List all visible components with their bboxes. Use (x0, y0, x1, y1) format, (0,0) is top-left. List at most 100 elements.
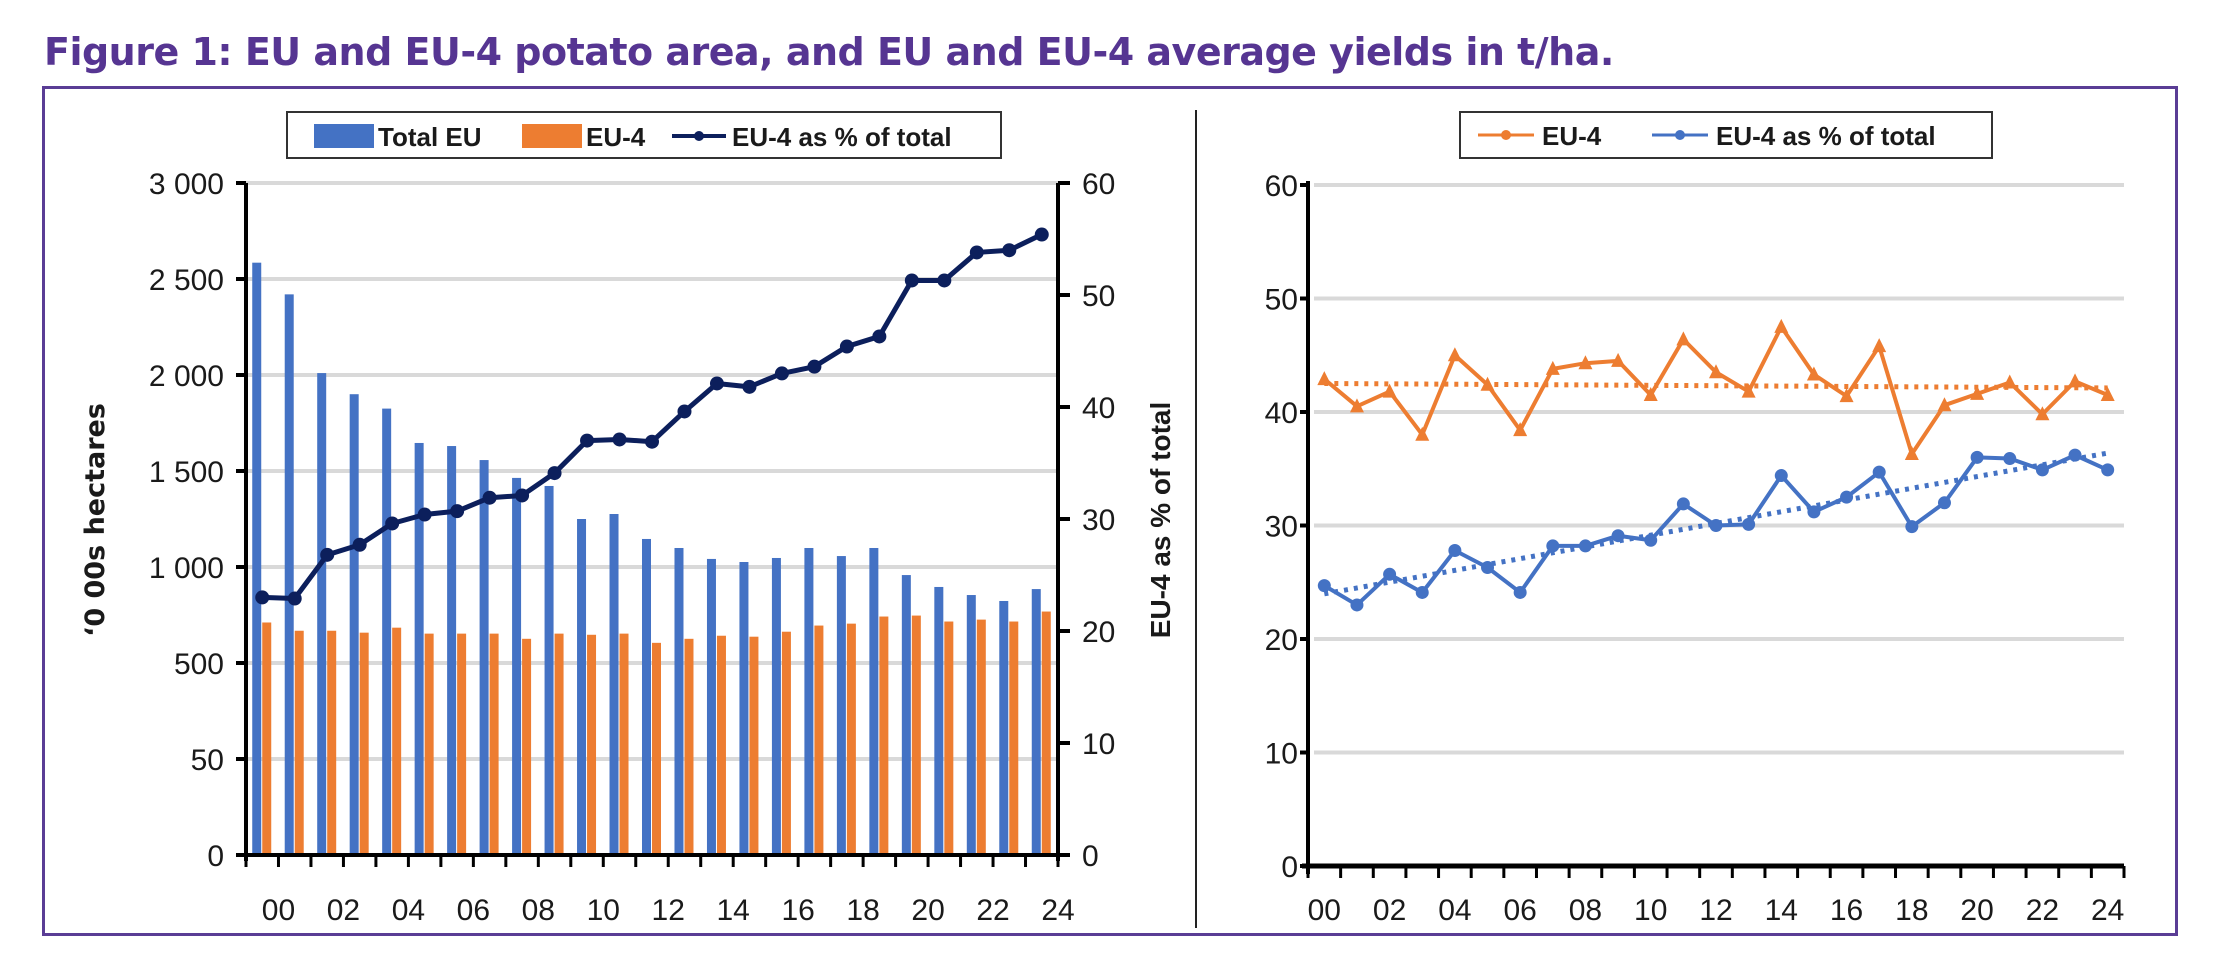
pct-point (709, 376, 724, 391)
left-y-tick-label: 1 500 (149, 456, 224, 489)
left-y2-tick-label: 40 (1082, 392, 1115, 425)
bar-eu4 (879, 616, 889, 855)
right-x-tick-label: 16 (1830, 894, 1863, 927)
left-y-tick-label: 500 (174, 648, 224, 681)
right-x-tick-labels: 00 02 04 06 08 10 12 14 16 18 20 22 24 (1308, 894, 2125, 927)
left-y2-tick-label: 0 (1082, 840, 1099, 873)
figure-title: Figure 1: EU and EU-4 potato area, and E… (44, 30, 1614, 74)
bar-total-eu (317, 373, 327, 855)
left-y-tick-label: 3 000 (149, 168, 224, 201)
eu4-yield-point (1676, 331, 1691, 346)
pct-yield-point (1513, 585, 1527, 599)
pct-point (287, 591, 302, 606)
eu4-yield-point (2035, 406, 2050, 421)
right-y-tick-labels: 0 10 20 30 40 50 60 (1265, 170, 1308, 884)
eu4-yield-point (1382, 383, 1397, 398)
pct-yield-point (1578, 539, 1592, 553)
right-series-lines (1317, 318, 2115, 612)
bar-eu4 (619, 633, 629, 855)
left-y-tick-label: 50 (191, 744, 224, 777)
right-x-tick-label: 22 (2026, 894, 2059, 927)
bar-eu4 (457, 633, 467, 855)
right-y-tick-label: 20 (1265, 624, 1298, 657)
pct-point (774, 366, 789, 381)
left-bars (252, 262, 1051, 855)
right-x-tick-label: 12 (1699, 894, 1732, 927)
bar-total-eu (642, 538, 651, 855)
pct-point (255, 590, 270, 605)
pct-yield-point (1611, 529, 1625, 543)
eu4-yield-point (1839, 388, 1854, 403)
right-trendlines (1323, 380, 2109, 597)
left-legend-box (286, 111, 1002, 159)
left-x-tick-label: 00 (262, 894, 295, 927)
left-y-axis-title: ‘0 00s hectares (80, 403, 111, 637)
bar-eu4 (522, 638, 532, 855)
bar-total-eu (577, 519, 587, 855)
legend-label-total-eu: Total EU (378, 122, 482, 152)
bar-total-eu (349, 394, 359, 855)
left-x-tick-label: 20 (911, 894, 944, 927)
bar-total-eu (706, 558, 716, 855)
right-y-tick-label: 30 (1265, 511, 1298, 544)
right-x-tick-label: 14 (1765, 894, 1798, 927)
left-y-tick-labels: 0 50 500 1 000 1 500 2 000 2 500 3 000 (149, 168, 224, 873)
bar-total-eu (739, 562, 749, 855)
bar-eu4 (1009, 621, 1019, 855)
pct-point (1034, 227, 1049, 242)
pct-point (352, 537, 367, 552)
eu4-yield-point (2100, 386, 2115, 401)
legend-label-pct-yield: EU-4 as % of total (1716, 121, 1936, 151)
right-y-tick-label: 60 (1265, 170, 1298, 203)
left-y2-tick-label: 50 (1082, 280, 1115, 313)
bar-total-eu (512, 477, 522, 855)
pct-point (807, 359, 822, 374)
right-y-tick-label: 10 (1265, 738, 1298, 771)
left-x-tick-label: 08 (522, 894, 555, 927)
pct-yield-point (1840, 490, 1854, 504)
eu4-yield-point (1349, 398, 1364, 413)
bar-eu4 (749, 636, 759, 855)
pct-point (320, 547, 335, 562)
eu4-yield-point (1578, 355, 1593, 370)
right-y-tick-label: 0 (1281, 851, 1298, 884)
bar-total-eu (382, 408, 392, 855)
bar-eu4 (684, 638, 694, 855)
eu4-yield-point (1806, 366, 1821, 381)
bar-total-eu (479, 460, 489, 855)
pct-yield-point (2035, 463, 2049, 477)
right-x-tick-label: 20 (1960, 894, 1993, 927)
eu4-yield-point (1611, 352, 1626, 367)
eu4-yield-point (2068, 373, 2083, 388)
eu4-yield-point (1937, 397, 1952, 412)
bar-eu4 (359, 632, 369, 855)
pct-yield-point (1676, 497, 1690, 511)
pct-point (547, 466, 562, 481)
legend-label-pct: EU-4 as % of total (732, 122, 952, 152)
right-x-tick-label: 08 (1569, 894, 1602, 927)
left-x-tick-label: 16 (781, 894, 814, 927)
pct-yield-point (1317, 579, 1331, 593)
pct-yield-point (1644, 533, 1658, 547)
left-pct-line (255, 227, 1049, 606)
right-x-tick-label: 18 (1895, 894, 1928, 927)
bar-total-eu (901, 575, 911, 855)
bar-eu4 (652, 642, 661, 855)
bar-eu4 (587, 634, 597, 855)
eu4-yield-point (1774, 318, 1789, 333)
left-y2-tick-labels: 0 10 20 30 40 50 60 (1058, 168, 1115, 873)
pct-yield-point (1742, 517, 1756, 531)
pct-yield-point (1415, 585, 1429, 599)
left-y2-axis-title: EU-4 as % of total (1145, 402, 1176, 638)
eu4-yield-point (1741, 383, 1756, 398)
bar-total-eu (934, 586, 944, 855)
bar-eu4 (262, 622, 272, 855)
bar-eu4 (814, 625, 824, 855)
left-chart: 0 50 500 1 000 1 500 2 000 2 500 3 000 0 10 20 30 4… (80, 111, 1176, 927)
bar-eu4 (716, 635, 726, 855)
legend-label-eu4: EU-4 (586, 122, 646, 152)
left-y-tick-label: 2 000 (149, 360, 224, 393)
pct-point (515, 488, 530, 503)
bar-eu4 (944, 621, 954, 855)
left-x-tick-label: 06 (457, 894, 490, 927)
